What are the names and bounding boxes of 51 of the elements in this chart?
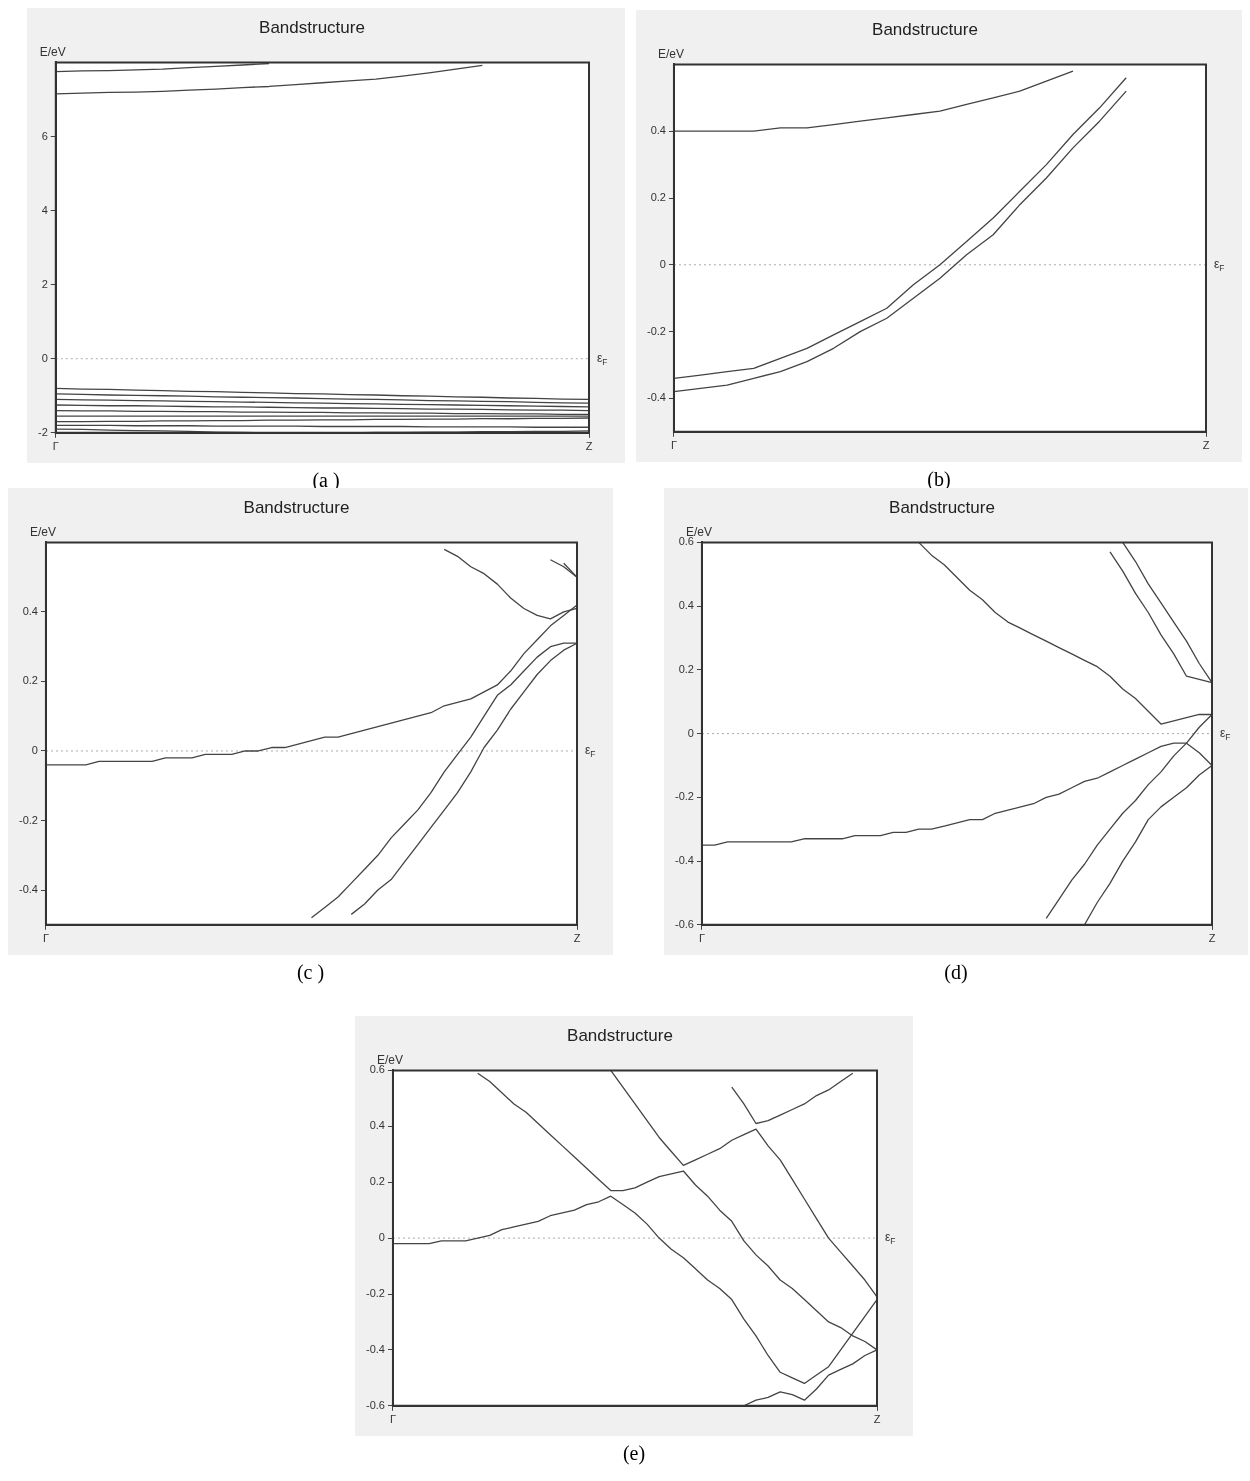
y-tick-label: 6: [41, 129, 48, 142]
y-tick-label: -2: [38, 425, 48, 438]
y-tick-label: 0.6: [678, 535, 694, 548]
chart-title: Bandstructure: [889, 497, 995, 517]
y-tick-label: -0.6: [365, 1398, 385, 1411]
x-tick-label: Γ: [670, 439, 677, 452]
x-tick-label: Γ: [42, 932, 49, 945]
y-tick-label: 0: [31, 744, 38, 757]
text: (d): [943, 961, 969, 984]
y-axis-title: E/eV: [39, 44, 66, 59]
y-tick-label: 0: [378, 1231, 385, 1244]
x-tick-label: Γ: [698, 932, 705, 945]
y-tick-label: -0.2: [18, 813, 38, 826]
y-tick-label: 0: [41, 351, 48, 364]
y-tick-label: 0.4: [650, 124, 666, 137]
y-tick-label: 0.6: [369, 1063, 385, 1076]
y-tick-label: 0.4: [369, 1119, 385, 1132]
x-tick-label: Z: [573, 932, 581, 945]
y-tick-label: 0.2: [369, 1175, 385, 1188]
x-tick-label: Z: [585, 440, 593, 453]
y-tick-label: -0.2: [646, 324, 666, 337]
x-tick-label: Γ: [389, 1413, 396, 1426]
y-tick-label: -0.6: [674, 917, 694, 930]
chart-title: Bandstructure: [872, 19, 978, 39]
x-tick-label: Z: [1202, 439, 1210, 452]
y-tick-label: 4: [41, 203, 48, 216]
chart-title: Bandstructure: [243, 497, 350, 517]
y-tick-label: -0.4: [646, 391, 666, 404]
y-tick-label: -0.4: [365, 1342, 385, 1355]
text: (e): [621, 1442, 647, 1465]
y-tick-label: 2: [41, 277, 48, 290]
y-tick-label: 0: [659, 257, 666, 270]
y-tick-label: 0.4: [22, 604, 38, 617]
y-tick-label: -0.4: [18, 883, 38, 896]
y-tick-label: -0.2: [365, 1287, 385, 1300]
y-axis-title: E/eV: [657, 46, 684, 61]
y-tick-label: 0.2: [678, 662, 694, 675]
y-tick-label: 0.2: [650, 191, 666, 204]
x-tick-label: Z: [873, 1413, 881, 1426]
y-tick-label: -0.4: [674, 854, 694, 867]
y-tick-label: 0.4: [678, 599, 694, 612]
text: (c ): [295, 961, 326, 984]
chart-title: Bandstructure: [567, 1025, 673, 1045]
x-tick-label: Z: [1208, 932, 1216, 945]
y-tick-label: -0.2: [674, 790, 694, 803]
y-tick-label: 0.2: [22, 674, 38, 687]
text: (b): [926, 468, 952, 491]
x-tick-label: Γ: [52, 440, 59, 453]
chart-title: Bandstructure: [259, 17, 365, 37]
y-axis-title: E/eV: [29, 524, 56, 539]
y-tick-label: 0: [687, 726, 694, 739]
